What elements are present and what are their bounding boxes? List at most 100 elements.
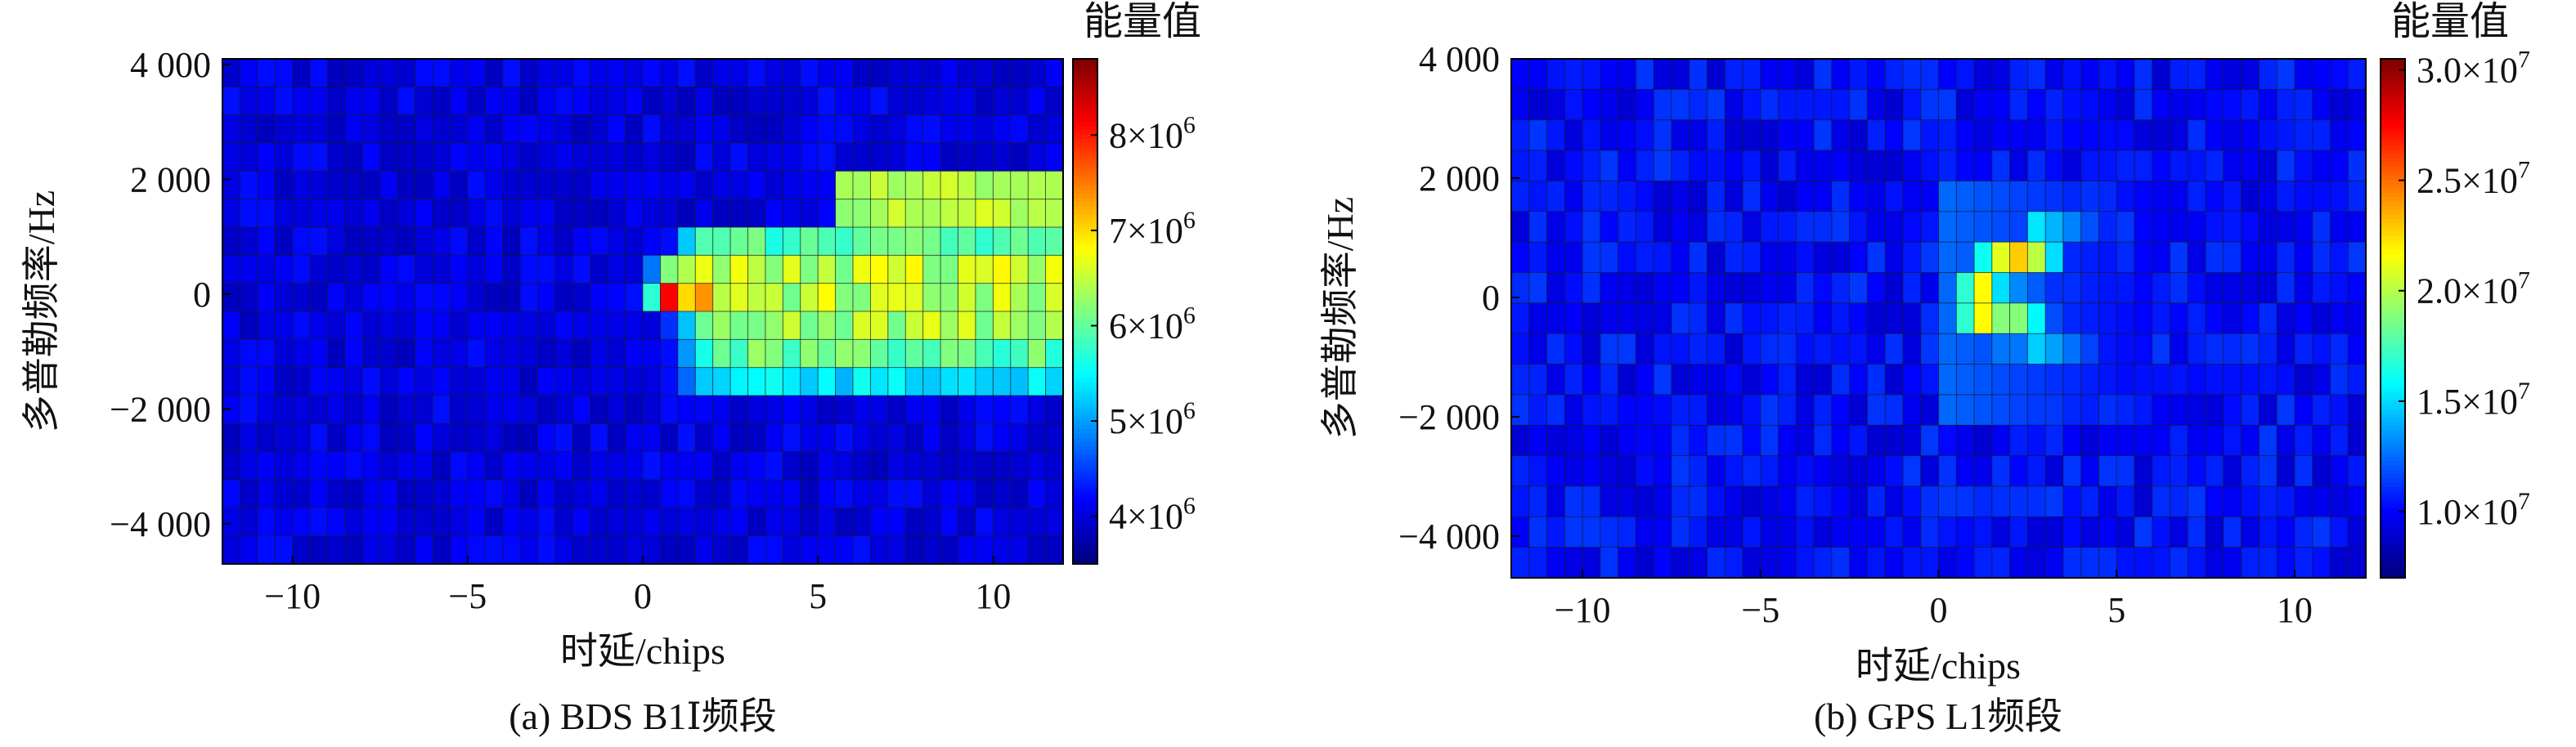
heatmap-cell	[2080, 547, 2100, 579]
heatmap-cell	[2044, 302, 2064, 334]
heatmap-cell	[292, 451, 311, 481]
heatmap-cell	[940, 423, 959, 453]
heatmap-cell	[2062, 119, 2082, 151]
colorbar-swatch	[2381, 257, 2405, 263]
heatmap-cell	[2116, 88, 2135, 121]
colorbar-swatch	[2381, 456, 2405, 462]
heatmap-cell	[554, 283, 574, 312]
heatmap-cell	[590, 395, 608, 425]
heatmap-cell	[2330, 333, 2349, 365]
colorbar-swatch	[1073, 315, 1097, 320]
heatmap-cell	[484, 58, 504, 88]
colorbar-swatch	[2381, 106, 2405, 112]
heatmap-cell	[659, 114, 679, 144]
heatmap-cell	[274, 226, 294, 257]
heatmap-cell	[607, 479, 626, 509]
heatmap-cell	[958, 507, 976, 537]
heatmap-cell	[502, 423, 521, 453]
heatmap-cell	[274, 254, 294, 284]
heatmap-cell	[2187, 424, 2206, 457]
heatmap-cell	[2026, 58, 2046, 91]
heatmap-cell	[2044, 455, 2064, 487]
heatmap-cell	[2152, 455, 2171, 487]
heatmap-cell	[1795, 485, 1815, 518]
colorbar-swatch	[1073, 273, 1097, 279]
heatmap-cell	[1653, 516, 1672, 548]
heatmap-cell	[2258, 241, 2278, 274]
heatmap-cell	[1010, 311, 1029, 341]
heatmap-cell	[1778, 58, 1797, 91]
heatmap-cell	[2330, 302, 2349, 334]
heatmap-cell	[274, 86, 294, 116]
heatmap-cell	[2312, 394, 2331, 426]
heatmap-cell	[1849, 119, 1869, 151]
heatmap-cell	[852, 423, 872, 453]
heatmap-cell	[607, 142, 626, 172]
y-tick-label: 2 000	[1419, 159, 1500, 199]
heatmap-cell	[958, 451, 976, 481]
heatmap-cell	[292, 423, 311, 453]
heatmap-cell	[2347, 547, 2367, 579]
heatmap-cell	[222, 479, 241, 509]
heatmap-cell	[484, 142, 504, 172]
heatmap-cell	[344, 479, 364, 509]
heatmap-cell	[2152, 485, 2171, 518]
heatmap-cell	[2026, 88, 2046, 121]
colorbar-swatch	[1073, 105, 1097, 110]
colorbar-swatch	[2381, 569, 2405, 575]
heatmap-cell	[1813, 455, 1833, 487]
heatmap-cell	[2062, 455, 2082, 487]
heatmap-cell	[677, 114, 697, 144]
heatmap-cell	[1920, 88, 1940, 121]
heatmap-cell	[1760, 547, 1779, 579]
heatmap-cell	[502, 338, 521, 369]
heatmap-cell	[222, 114, 241, 144]
heatmap-cell	[869, 451, 889, 481]
colorbar-swatch	[2381, 499, 2405, 505]
heatmap-cell	[677, 395, 697, 425]
heatmap-cell	[1689, 424, 1708, 457]
heatmap-cell	[607, 367, 626, 396]
heatmap-cell	[835, 226, 854, 257]
heatmap-cell	[379, 311, 398, 341]
colorbar-swatch	[2381, 297, 2405, 302]
heatmap-cell	[2258, 424, 2278, 457]
heatmap-cell	[1546, 394, 1566, 426]
heatmap-cell	[817, 507, 837, 537]
heatmap-cell	[1955, 150, 1975, 182]
heatmap-cell	[222, 142, 241, 172]
heatmap-cell	[2026, 333, 2046, 365]
colorbar-swatch	[2381, 210, 2405, 216]
colorbar-swatch	[2381, 331, 2405, 337]
heatmap-cell	[432, 311, 451, 341]
y-tick-label: 0	[193, 275, 211, 315]
heatmap-cell	[239, 451, 258, 481]
heatmap-cell	[2116, 455, 2135, 487]
heatmap-cell	[222, 283, 241, 312]
heatmap-cell	[1027, 423, 1047, 453]
heatmap-cell	[625, 170, 644, 200]
heatmap-cell	[2170, 150, 2189, 182]
heatmap-cell	[2294, 58, 2313, 91]
heatmap-cell	[2098, 333, 2117, 365]
colorbar-swatch	[1073, 530, 1097, 535]
heatmap-cell	[1528, 272, 1548, 304]
heatmap-cell	[2187, 272, 2206, 304]
heatmap-cell	[2044, 150, 2064, 182]
heatmap-cell	[922, 535, 941, 565]
heatmap-cell	[1045, 283, 1064, 312]
heatmap-cell	[958, 114, 976, 144]
heatmap-cell	[1955, 180, 1975, 212]
heatmap-cell	[1849, 547, 1869, 579]
heatmap-cell	[415, 451, 433, 481]
colorbar-tick-label: 8×106	[1109, 111, 1196, 155]
colorbar-swatch	[2381, 439, 2405, 445]
heatmap-cell	[257, 114, 276, 144]
heatmap-cell	[1991, 485, 2011, 518]
colorbar-swatch	[2381, 231, 2405, 237]
heatmap-cell	[800, 86, 819, 116]
heatmap-cell	[1902, 364, 1922, 396]
heatmap-cell	[1010, 114, 1029, 144]
heatmap-cell	[1564, 180, 1583, 212]
heatmap-cell	[1510, 119, 1530, 151]
